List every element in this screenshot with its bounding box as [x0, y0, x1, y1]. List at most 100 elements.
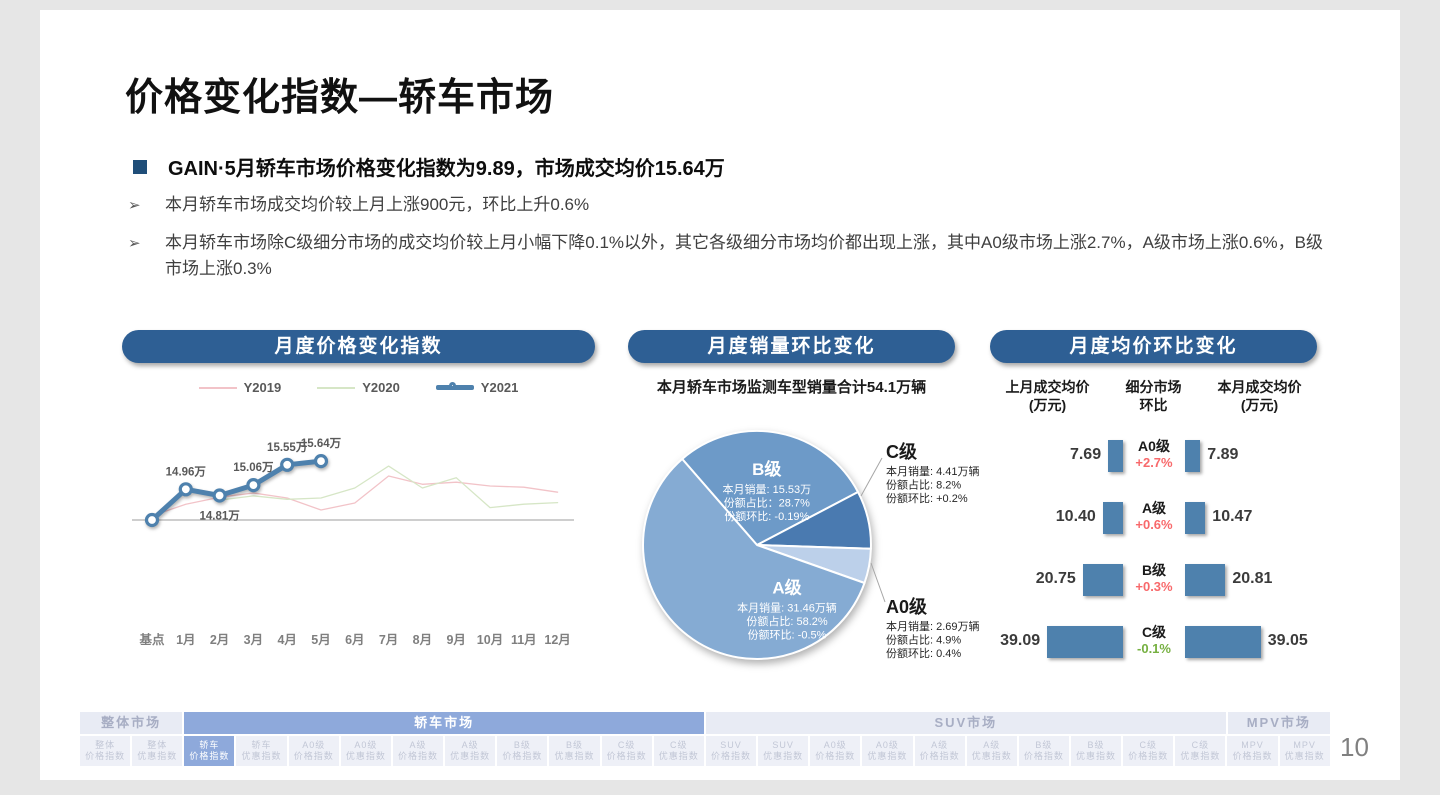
nav-tab-B级-优惠指数[interactable]: B级 优惠指数: [1070, 736, 1122, 766]
segment-label-block: A0级 +2.7%: [1123, 438, 1185, 471]
nav-tab-C级-价格指数[interactable]: C级 价格指数: [601, 736, 652, 766]
legend-marker-dot: [448, 382, 456, 389]
nav-tab-B级-价格指数[interactable]: B级 价格指数: [1018, 736, 1069, 766]
x-axis-label: 9月: [446, 633, 465, 647]
x-axis-label: 3月: [244, 633, 263, 647]
nav-tab-轿车-价格指数[interactable]: 轿车 价格指数: [184, 736, 235, 766]
panel-title-sales-share: 月度销量环比变化: [628, 330, 955, 363]
pie-inside-label-line: 份额环比: -0.19%: [724, 510, 809, 523]
nav-group-轿车市场[interactable]: 轿车市场: [184, 712, 704, 734]
nav-tab-A级-优惠指数[interactable]: A级 优惠指数: [966, 736, 1017, 766]
data-point-label: 14.96万: [166, 465, 207, 478]
nav-tab-B级-优惠指数[interactable]: B级 优惠指数: [549, 736, 600, 766]
nav-tab-C级-优惠指数[interactable]: C级 优惠指数: [1175, 736, 1226, 766]
bullet-point-2-text: 本月轿车市场除C级细分市场的成交均价较上月小幅下降0.1%以外，其它各级细分市场…: [165, 233, 1323, 278]
nav-tab-A0级-优惠指数[interactable]: A0级 优惠指数: [862, 736, 913, 766]
curr-price-value: 20.81: [1232, 570, 1273, 587]
market-tab-navigation: 整体市场 轿车市场 SUV市场 MPV市场 整体 价格指数 整体 优惠指数 轿车 价格指数 轿车优…: [80, 712, 1330, 766]
nav-tab-C级-价格指数[interactable]: C级 价格指数: [1123, 736, 1174, 766]
slide: 价格变化指数—轿车市场 GAIN·5月轿车市场价格变化指数为9.89，市场成交均…: [40, 10, 1400, 780]
series-y2020: [218, 465, 559, 509]
curr-price-value: 39.05: [1267, 632, 1308, 649]
bullet-point-2: ➢ 本月轿车市场除C级细分市场的成交均价较上月小幅下降0.1%以外，其它各级细分…: [128, 230, 1333, 282]
nav-tab-A级-价格指数[interactable]: A级 价格指数: [392, 736, 444, 766]
nav-tab-SUV-优惠指数[interactable]: SUV 优惠指数: [758, 736, 809, 766]
segment-label-block: C级 -0.1%: [1123, 624, 1185, 657]
page-title: 价格变化指数—轿车市场: [125, 77, 555, 119]
prev-price-value: 20.75: [1035, 570, 1076, 587]
prev-price-value: 10.40: [1055, 508, 1096, 525]
x-axis-label: 11月: [511, 633, 537, 647]
nav-tab-MPV-优惠指数[interactable]: MPV 优惠指数: [1279, 736, 1330, 766]
legend-swatch-y2019: [198, 386, 237, 389]
x-axis-label: 7月: [379, 633, 398, 647]
curr-price-value: 7.89: [1207, 446, 1239, 463]
line-chart-legend: Y2019 Y2020 Y2021: [122, 380, 595, 395]
nav-tab-B级-价格指数[interactable]: B级 价格指数: [497, 736, 548, 766]
pie-outside-label-line: 份额环比: +0.2%: [886, 492, 968, 505]
curr-price-bar: [1185, 440, 1201, 472]
x-axis-label: 10月: [477, 633, 503, 647]
prev-price-bar: [1082, 564, 1123, 596]
curr-price-value: 10.47: [1212, 508, 1253, 525]
pie-outside-label-line: 份额环比: 0.4%: [886, 647, 961, 660]
legend-swatch-y2020: [317, 386, 356, 389]
data-point-marker: [178, 482, 193, 497]
avg-price-tornado-chart: 7.69 7.89 A0级 +2.7% 10.40 10.47 A级 +0.6% 20.75 20…: [990, 434, 1317, 674]
bullet-square-icon: [133, 159, 147, 174]
arrow-bullet-icon: ➢: [128, 197, 141, 214]
series-y2021: [144, 453, 329, 528]
data-point-marker: [144, 512, 160, 528]
data-point-marker: [313, 453, 329, 469]
nav-group-整体市场[interactable]: 整体市场: [80, 712, 183, 734]
data-point-marker: [246, 477, 261, 493]
x-axis-label: 基点: [138, 632, 165, 647]
pie-outside-label-line: 份额占比: 8.2%: [886, 478, 961, 492]
x-axis-label: 4月: [277, 633, 296, 647]
segment-name: A级: [1141, 500, 1167, 516]
nav-tab-A0级-优惠指数[interactable]: A0级 优惠指数: [340, 736, 391, 766]
nav-group-MPV市场[interactable]: MPV市场: [1227, 712, 1330, 734]
pie-slices: [642, 430, 872, 661]
nav-tab-MPV-价格指数[interactable]: MPV 价格指数: [1227, 736, 1278, 766]
pie-leader-line: [860, 457, 883, 497]
pie-slice-B级: [681, 430, 859, 546]
tornado-row-A0级: 7.69 7.89 A0级 +2.7%: [990, 438, 1317, 472]
segment-label-block: B级 +0.3%: [1123, 562, 1185, 595]
segment-mom-percent: +0.3%: [1135, 579, 1173, 594]
data-point-marker: [280, 457, 295, 472]
pie-inside-label-line: 份额占比：28.7%: [724, 496, 810, 510]
bullet-point-1: ➢ 本月轿车市场成交均价较上月上涨900元，环比上升0.6%: [128, 192, 1333, 219]
nav-tab-整体-优惠指数[interactable]: 整体 优惠指数: [132, 736, 183, 766]
nav-tab-A0级-价格指数[interactable]: A0级 价格指数: [288, 736, 339, 766]
nav-tab-A级-价格指数[interactable]: A级 价格指数: [914, 736, 965, 766]
pie-outside-label-line: 本月销量: 4.41万辆: [886, 464, 980, 478]
nav-tab-SUV-价格指数[interactable]: SUV 价格指数: [705, 736, 757, 766]
pie-chart-subtitle: 本月轿车市场监测车型销量合计54.1万辆: [656, 379, 927, 396]
segment-name: B级: [1141, 562, 1167, 578]
prev-price-bar: [1047, 626, 1123, 658]
pie-outside-label-name: C级: [886, 441, 918, 462]
pie-inside-label-line: 本月销量: 15.53万: [722, 482, 811, 496]
avg-col-header-1: 细分市场 环比: [1125, 379, 1182, 413]
page-number: 10: [1340, 732, 1369, 762]
tornado-row-B级: 20.75 20.81 B级 +0.3%: [990, 562, 1317, 596]
nav-tab-A0级-价格指数[interactable]: A0级 价格指数: [810, 736, 861, 766]
nav-tab-C级-优惠指数[interactable]: C级 优惠指数: [653, 736, 704, 766]
x-axis-label: 12月: [544, 633, 570, 647]
nav-tab-轿车-优惠指数[interactable]: 轿车 优惠指数: [236, 736, 287, 766]
nav-group-row: 整体市场 轿车市场 SUV市场 MPV市场: [80, 712, 1330, 734]
nav-group-SUV市场[interactable]: SUV市场: [705, 712, 1226, 734]
data-point-label: 15.06万: [233, 461, 274, 474]
legend-label: Y2020: [362, 380, 400, 395]
nav-tab-row: 整体 价格指数 整体 优惠指数 轿车 价格指数 轿车 优惠指数 A0级 价格指数 A0级 优惠指数 A级…: [80, 736, 1330, 766]
panel-title-avg-price: 月度均价环比变化: [990, 330, 1317, 363]
avg-col-header-2: 本月成交均价 (万元): [1217, 379, 1302, 413]
segment-mom-percent: +0.6%: [1135, 517, 1173, 532]
segment-label-block: A级 +0.6%: [1123, 500, 1185, 533]
nav-tab-整体-价格指数[interactable]: 整体 价格指数: [80, 736, 131, 766]
prev-price-value: 7.69: [1069, 446, 1102, 463]
nav-tab-A级-优惠指数[interactable]: A级 优惠指数: [445, 736, 496, 766]
